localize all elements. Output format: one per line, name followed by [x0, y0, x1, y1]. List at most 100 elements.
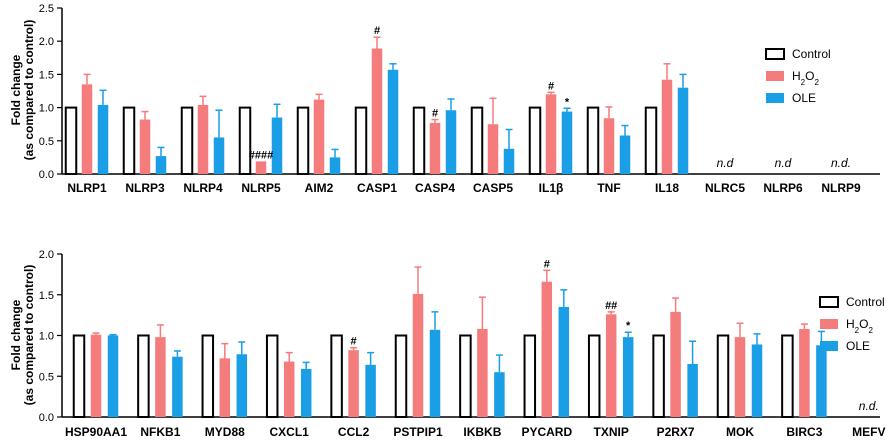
bar-control: [72, 334, 86, 418]
bar-ole: [329, 157, 341, 174]
significance-mark: *: [565, 96, 570, 108]
legend-swatch-ole: [820, 341, 838, 351]
bar-h2o2: [603, 118, 615, 174]
bar-ole: [387, 69, 399, 174]
category-label: CXCL1: [270, 425, 310, 439]
bar-ole: [677, 87, 689, 174]
category-label: TNF: [597, 181, 620, 195]
bar-control: [137, 334, 150, 418]
bar-h2o2: [670, 311, 681, 417]
bar-ole: [494, 372, 505, 417]
bar-control: [528, 106, 542, 175]
significance-mark: #: [544, 258, 550, 270]
category-label: TXNIP: [594, 425, 629, 439]
bar-control: [586, 106, 600, 175]
bar-h2o2: [412, 293, 424, 417]
bar-h2o2: [348, 350, 359, 417]
bar-ole: [365, 364, 376, 417]
bar-h2o2: [313, 99, 325, 174]
y-tick-label: 0.0: [39, 412, 54, 424]
category-label: NLRP6: [763, 181, 803, 195]
not-detected-label: n.d: [717, 156, 734, 170]
bar-h2o2: [219, 358, 231, 417]
bar-ole: [503, 148, 515, 174]
y-axis-label-line: (as compared to control): [22, 20, 36, 161]
significance-mark: #: [432, 108, 438, 120]
legend: Control H2O2 OLE: [819, 295, 885, 353]
bar-ole: [236, 354, 248, 417]
bar-ole: [172, 356, 183, 417]
bar-control: [201, 334, 215, 418]
bar-control: [354, 106, 368, 175]
category-label: MEFV: [852, 425, 885, 439]
bar-control: [394, 334, 408, 418]
significance-mark: *: [626, 320, 631, 332]
y-tick-label: 2.0: [39, 249, 54, 261]
bar-control: [180, 106, 194, 175]
category-label: NLRP4: [183, 181, 223, 195]
bar-control: [644, 106, 658, 175]
y-tick-label: 1.0: [39, 103, 54, 115]
category-label: PYCARD: [521, 425, 572, 439]
bar-control: [412, 106, 426, 175]
y-axis-label-line: (as compared to control): [22, 265, 36, 406]
category-label: CASP5: [473, 181, 513, 195]
category-label: NLRC5: [705, 181, 745, 195]
bar-ole: [561, 111, 573, 174]
y-tick-label: 2.0: [39, 36, 54, 48]
y-tick-label: 1.0: [39, 331, 54, 343]
y-axis-label-line: Fold change: [9, 54, 23, 125]
legend-swatch-control: [819, 296, 839, 308]
category-label: IL1β: [539, 181, 564, 195]
legend-label-h2o2: H2O2: [846, 317, 873, 335]
bar-control: [330, 334, 343, 418]
legend-label-h2o2: H2O2: [792, 69, 819, 87]
y-tick-label: 2.5: [39, 3, 54, 15]
bar-h2o2: [541, 281, 553, 417]
legend-swatch-h2o2: [766, 71, 784, 81]
category-label: BIRC3: [786, 425, 822, 439]
bar-ole: [271, 117, 283, 174]
y-axis-label-line: Fold change: [9, 299, 23, 370]
bar-control: [238, 106, 252, 175]
bar-h2o2: [197, 104, 209, 174]
category-label: MYD88: [205, 425, 245, 439]
category-label: P2RX7: [657, 425, 695, 439]
category-label: NFKB1: [140, 425, 180, 439]
category-label: IKBKB: [463, 425, 501, 439]
bar-h2o2: [734, 337, 746, 417]
bar-ole: [687, 364, 698, 417]
legend-swatch-ole: [766, 93, 784, 103]
significance-mark: #: [374, 25, 380, 37]
legend: Control H2O2 OLE: [765, 47, 831, 105]
bar-ole: [622, 337, 634, 417]
y-tick-label: 0.5: [39, 371, 54, 383]
bar-h2o2: [283, 361, 295, 417]
bar-h2o2: [90, 334, 102, 417]
category-label: CCL2: [338, 425, 370, 439]
bar-control: [523, 334, 537, 418]
category-label: CASP4: [415, 181, 455, 195]
bar-ole: [429, 329, 441, 417]
bar-h2o2: [429, 122, 441, 174]
category-label: NLRP9: [821, 181, 861, 195]
bar-control: [296, 106, 310, 175]
bar-ole: [107, 335, 119, 417]
bar-ole: [155, 156, 167, 174]
bar-h2o2: [545, 94, 557, 174]
bar-control: [470, 106, 484, 175]
not-detected-label: n.d.: [831, 156, 851, 170]
bar-ole: [213, 137, 225, 174]
category-label: PSTPIP1: [393, 425, 443, 439]
bar-control: [652, 334, 665, 418]
significance-mark: ##: [605, 300, 617, 312]
not-detected-label: n.d.: [859, 399, 879, 413]
significance-mark: ####: [249, 149, 273, 161]
bar-control: [122, 106, 136, 175]
bar-h2o2: [255, 161, 267, 174]
bar-h2o2: [661, 79, 673, 174]
category-label: MOK: [726, 425, 754, 439]
y-tick-label: 1.5: [39, 290, 54, 302]
bar-control: [459, 334, 472, 418]
